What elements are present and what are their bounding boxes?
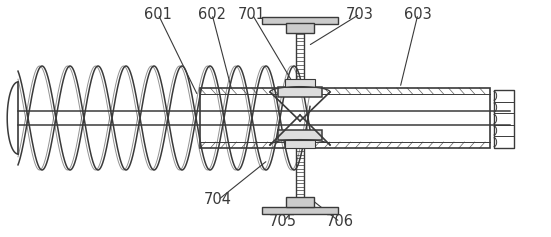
Bar (278, 130, 322, 140)
Bar (200, 88, 490, 148)
Bar (285, 140, 315, 148)
Text: 602: 602 (198, 6, 226, 22)
Text: 706: 706 (326, 214, 354, 229)
Bar (262, 207, 338, 214)
Text: 703: 703 (346, 6, 374, 22)
Text: 601: 601 (144, 6, 172, 22)
Bar (262, 17, 338, 24)
Bar (286, 23, 314, 33)
Bar (286, 197, 314, 207)
Text: 603: 603 (404, 6, 432, 22)
Bar (494, 90, 514, 148)
Text: 704: 704 (204, 192, 232, 208)
Text: 705: 705 (269, 214, 297, 229)
Bar (278, 87, 322, 97)
Text: 701: 701 (238, 6, 266, 22)
Bar (285, 79, 315, 87)
